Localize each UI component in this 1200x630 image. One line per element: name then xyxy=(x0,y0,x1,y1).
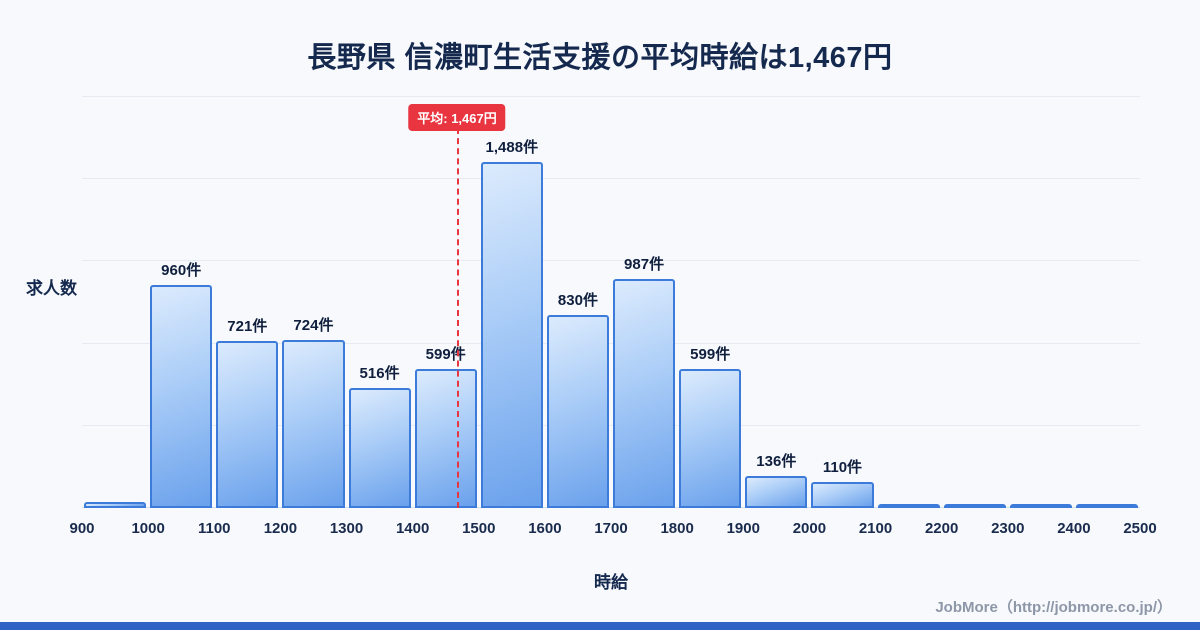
x-tick-1700: 1700 xyxy=(594,520,628,537)
mean-badge: 平均: 1,467円 xyxy=(408,104,506,131)
bar-1700-1800 xyxy=(613,279,676,508)
bar-1000-1100 xyxy=(150,285,213,508)
x-tick-900: 900 xyxy=(69,520,95,537)
bar-value-label: 830件 xyxy=(557,292,598,309)
bar-1800-1900 xyxy=(679,369,742,508)
x-tick-1600: 1600 xyxy=(528,520,562,537)
gridline xyxy=(82,425,1140,426)
bar-2100-2200 xyxy=(877,504,940,508)
bar-2300-2400 xyxy=(1009,504,1072,508)
x-tick-2400: 2400 xyxy=(1057,520,1091,537)
x-tick-1800: 1800 xyxy=(660,520,694,537)
bar-value-label: 599件 xyxy=(425,346,466,363)
bar-value-label: 987件 xyxy=(624,256,665,273)
bar-1500-1600 xyxy=(480,162,543,508)
bar-2400-2500 xyxy=(1075,504,1138,508)
mean-line xyxy=(457,128,459,508)
bar-value-label: 110件 xyxy=(822,459,863,476)
bar-value-label: 724件 xyxy=(293,317,334,334)
bar-value-label: 960件 xyxy=(161,262,202,279)
bar-900-1000 xyxy=(84,502,147,508)
gridline xyxy=(82,507,1140,508)
plot-area: 960件 721件 724件 516件 599件 1,488件 830件 987件 599件 13… xyxy=(82,139,1140,508)
x-tick-2500: 2500 xyxy=(1123,520,1157,537)
bar-value-label: 516件 xyxy=(359,365,400,382)
bar-1900-2000 xyxy=(745,476,808,508)
x-tick-2100: 2100 xyxy=(858,520,893,537)
source-credit: JobMore（http://jobmore.co.jp/） xyxy=(935,599,1172,616)
bar-1400-1500 xyxy=(414,369,477,508)
gridline xyxy=(82,96,1140,97)
brand-bottom-strip xyxy=(0,622,1200,630)
bar-1600-1700 xyxy=(546,315,609,508)
x-tick-1100: 1100 xyxy=(197,520,231,537)
bar-value-label: 1,488件 xyxy=(485,139,539,156)
bar-value-label: 136件 xyxy=(756,453,797,470)
chart-title: 長野県 信濃町生活支援の平均時給は1,467円 xyxy=(307,42,893,74)
gridlines xyxy=(82,96,1140,508)
bar-2000-2100 xyxy=(811,482,874,508)
x-tick-1300: 1300 xyxy=(329,520,364,537)
gridline xyxy=(82,343,1140,344)
x-tick-2300: 2300 xyxy=(991,520,1025,537)
x-tick-2000: 2000 xyxy=(792,520,827,537)
bar-value-label: 721件 xyxy=(227,318,268,335)
y-axis-label: 求人数 xyxy=(26,279,77,298)
x-tick-1500: 1500 xyxy=(462,520,496,537)
x-axis-ticks: 900 1000 1100 1200 1300 1400 1500 1600 1700 1800 1… xyxy=(69,520,1156,540)
bar-1300-1400 xyxy=(348,388,411,508)
x-tick-1900: 1900 xyxy=(726,520,760,537)
bar-2200-2300 xyxy=(943,504,1006,508)
x-tick-1000: 1000 xyxy=(131,520,165,537)
bar-1200-1300 xyxy=(282,340,345,508)
x-axis-label: 時給 xyxy=(594,573,628,592)
x-tick-2200: 2200 xyxy=(924,520,959,537)
x-tick-1200: 1200 xyxy=(263,520,298,537)
bar-value-label: 599件 xyxy=(690,346,731,363)
x-tick-1400: 1400 xyxy=(395,520,430,537)
bar-1100-1200 xyxy=(216,341,279,508)
gridline xyxy=(82,178,1140,179)
gridline xyxy=(82,260,1140,261)
